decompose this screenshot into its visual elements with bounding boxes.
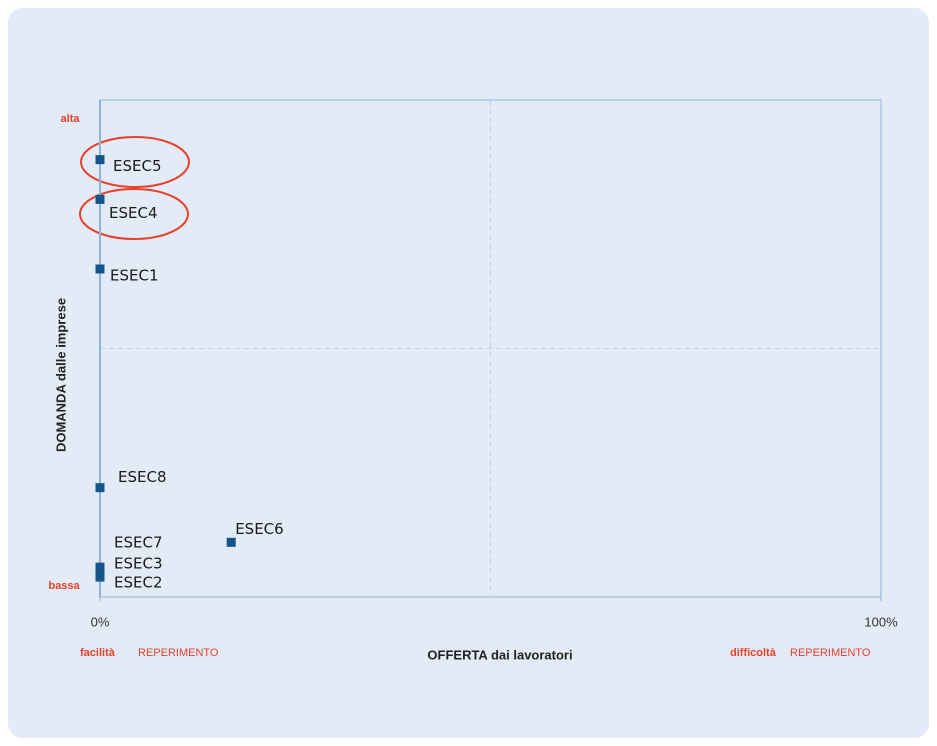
x-tick-label: 0% xyxy=(91,614,110,629)
point xyxy=(95,483,105,493)
highlight-ellipse xyxy=(79,188,189,240)
y-axis-title: DOMANDA dalle imprese xyxy=(53,298,68,452)
annotation: difficoltà xyxy=(730,647,777,659)
annotation: facilità xyxy=(80,647,116,659)
point-label: ESEC7 xyxy=(114,534,163,552)
x-tick-label: 100% xyxy=(864,614,898,629)
highlight-ellipse xyxy=(80,136,190,188)
annotation: REPERIMENTO xyxy=(138,647,219,659)
point xyxy=(95,264,105,274)
point xyxy=(95,155,105,165)
x-axis-title: OFFERTA dai lavoratori xyxy=(427,647,572,662)
point-label: ESEC1 xyxy=(110,266,159,284)
point-label: ESEC8 xyxy=(118,468,167,486)
card xyxy=(8,8,929,738)
point-label: ESEC6 xyxy=(235,520,284,538)
annotation: bassa xyxy=(48,580,80,592)
point xyxy=(95,194,105,204)
annotation: alta xyxy=(61,113,81,125)
point xyxy=(95,567,105,577)
point-label: ESEC4 xyxy=(109,204,158,222)
annotation: REPERIMENTO xyxy=(790,647,871,659)
point-label: ESEC5 xyxy=(113,157,162,175)
point xyxy=(95,572,105,582)
point xyxy=(226,537,236,547)
point-label: ESEC2 xyxy=(114,574,163,592)
point xyxy=(95,562,105,572)
point-label: ESEC3 xyxy=(114,555,163,573)
